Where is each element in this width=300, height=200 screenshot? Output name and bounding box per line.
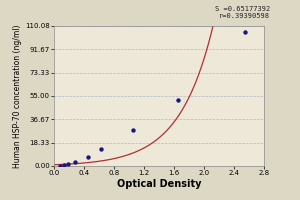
Point: [243, 31, 248, 34]
Text: S =0.65177392
r=0.39390598: S =0.65177392 r=0.39390598: [215, 6, 270, 19]
X-axis label: Optical Density: Optical Density: [117, 179, 201, 189]
Point: [130, 129, 135, 132]
Point: [65, 163, 70, 166]
Y-axis label: Human HSP-70 concentration (ng/ml): Human HSP-70 concentration (ng/ml): [13, 24, 22, 168]
Point: [61, 164, 66, 167]
Point: [58, 164, 62, 167]
Point: [175, 98, 180, 101]
Point: [85, 155, 90, 159]
Point: [73, 161, 77, 164]
Point: [98, 148, 103, 151]
